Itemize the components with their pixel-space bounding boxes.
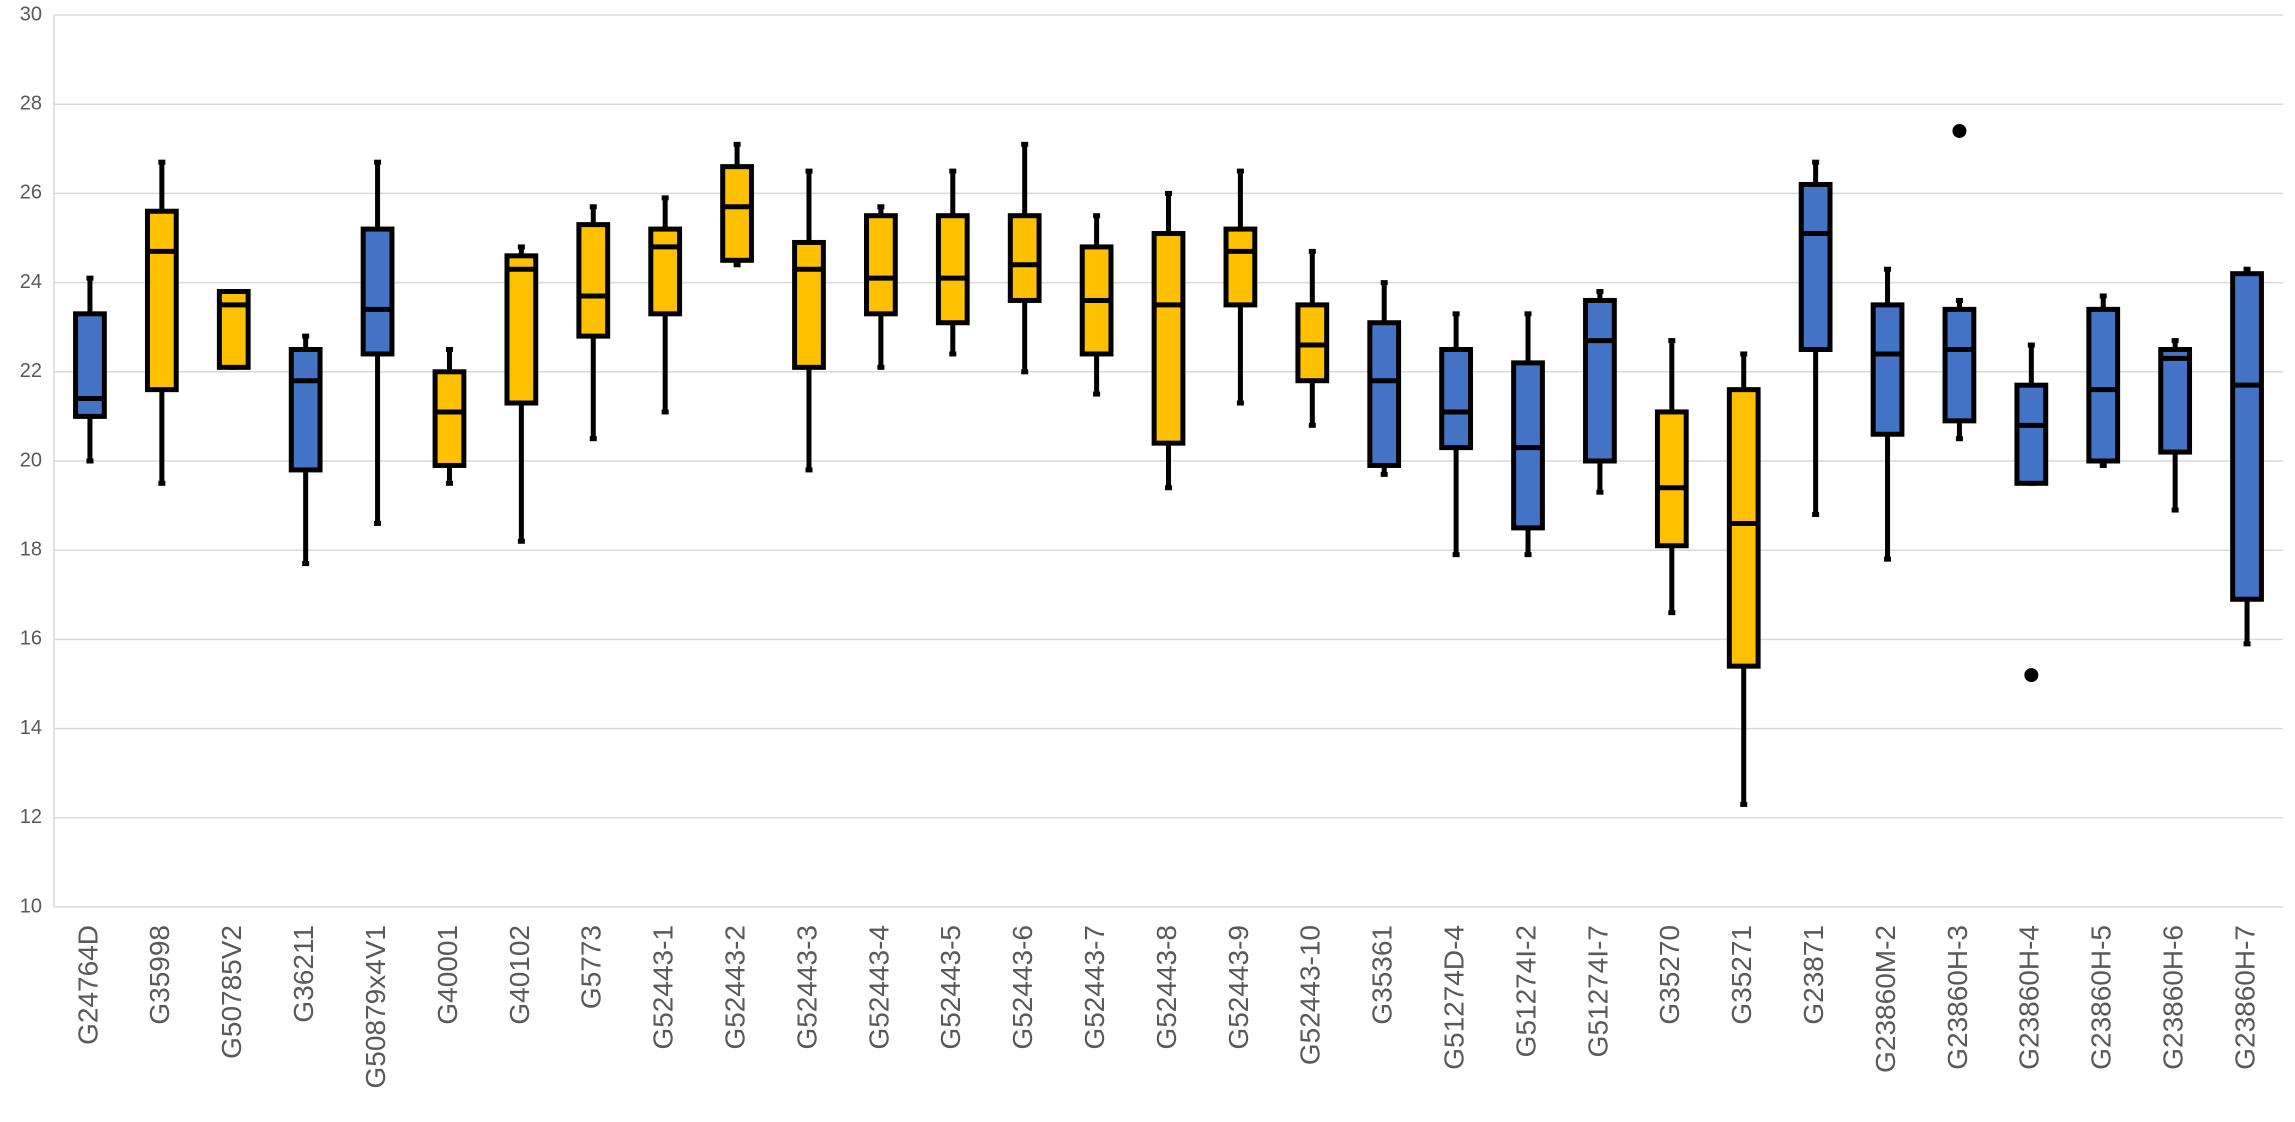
box — [2230, 271, 2264, 602]
x-tick-label: G52443-9 — [1223, 925, 1254, 1050]
x-tick-label: G40102 — [504, 925, 535, 1025]
x-tick-label: G36211 — [288, 925, 319, 1023]
box — [2158, 347, 2193, 455]
outlier — [1952, 123, 1967, 138]
x-tick-label: G52443-5 — [935, 925, 966, 1050]
x-tick-label: G40001 — [432, 925, 463, 1025]
y-tick-label: 24 — [20, 271, 42, 293]
x-tick-label: G35361 — [1367, 925, 1398, 1025]
x-tick-label: G52443-7 — [1079, 925, 1110, 1050]
x-tick-label: G52443-3 — [791, 925, 822, 1050]
x-tick-label: G52443-1 — [648, 925, 679, 1050]
x-tick-label: G35998 — [144, 925, 175, 1025]
y-tick-label: 22 — [20, 360, 42, 382]
box — [1726, 387, 1761, 669]
x-tick-label: G52443-2 — [719, 925, 750, 1050]
box — [288, 347, 323, 473]
x-tick-label: G35270 — [1654, 925, 1685, 1025]
box — [792, 239, 826, 370]
box — [1439, 347, 1473, 451]
x-tick-label: G23860H-6 — [2158, 925, 2189, 1070]
x-tick-label: G51274I-7 — [1582, 925, 1613, 1057]
y-tick-label: 26 — [20, 182, 42, 204]
x-tick-label: G23860H-3 — [1942, 925, 1973, 1070]
y-tick-label: 12 — [20, 806, 42, 828]
x-tick-label: G23860H-4 — [2014, 925, 2045, 1070]
y-tick-label: 16 — [20, 628, 42, 650]
box — [1942, 306, 1977, 424]
box — [1223, 226, 1258, 308]
x-tick-label: G24764D — [72, 925, 103, 1045]
y-tick-label: 20 — [20, 449, 42, 471]
box — [432, 369, 467, 468]
y-tick-label: 28 — [20, 92, 42, 114]
box — [504, 253, 539, 406]
x-tick-label: G23860H-7 — [2229, 925, 2260, 1070]
x-tick-label: G52443-4 — [863, 925, 894, 1050]
outlier — [2024, 668, 2039, 683]
box — [2086, 306, 2121, 464]
y-tick-label: 14 — [20, 717, 42, 739]
x-tick-label: G52443-6 — [1007, 925, 1038, 1050]
box — [935, 213, 970, 326]
x-tick-label: G50785V2 — [216, 925, 247, 1059]
x-tick-label: G51274D-4 — [1439, 925, 1470, 1070]
box — [1367, 320, 1402, 468]
box — [648, 226, 683, 317]
x-tick-label: G23860H-5 — [2086, 925, 2117, 1070]
box — [1798, 181, 1833, 352]
box — [1583, 297, 1617, 464]
y-tick-label: 10 — [20, 895, 42, 917]
box — [360, 226, 395, 357]
y-tick-label: 30 — [20, 3, 42, 25]
x-tick-label: G52443-10 — [1295, 925, 1326, 1065]
box — [1151, 231, 1186, 446]
x-tick-label: G23860M-2 — [1870, 925, 1901, 1073]
x-tick-label: G23871 — [1798, 925, 1829, 1025]
x-tick-label: G51274I-2 — [1510, 925, 1541, 1057]
box — [1870, 302, 1905, 437]
box — [1007, 213, 1042, 303]
x-tick-label: G35271 — [1726, 925, 1757, 1025]
box — [1654, 409, 1689, 549]
x-tick-label: G5773 — [576, 925, 607, 1009]
box — [2014, 382, 2049, 486]
box — [144, 208, 179, 393]
x-tick-label: G50879x4V1 — [360, 925, 391, 1088]
box — [720, 164, 754, 263]
box — [864, 213, 898, 317]
y-tick-label: 18 — [20, 538, 42, 560]
box — [576, 222, 611, 339]
x-tick-label: G52443-8 — [1151, 925, 1182, 1050]
